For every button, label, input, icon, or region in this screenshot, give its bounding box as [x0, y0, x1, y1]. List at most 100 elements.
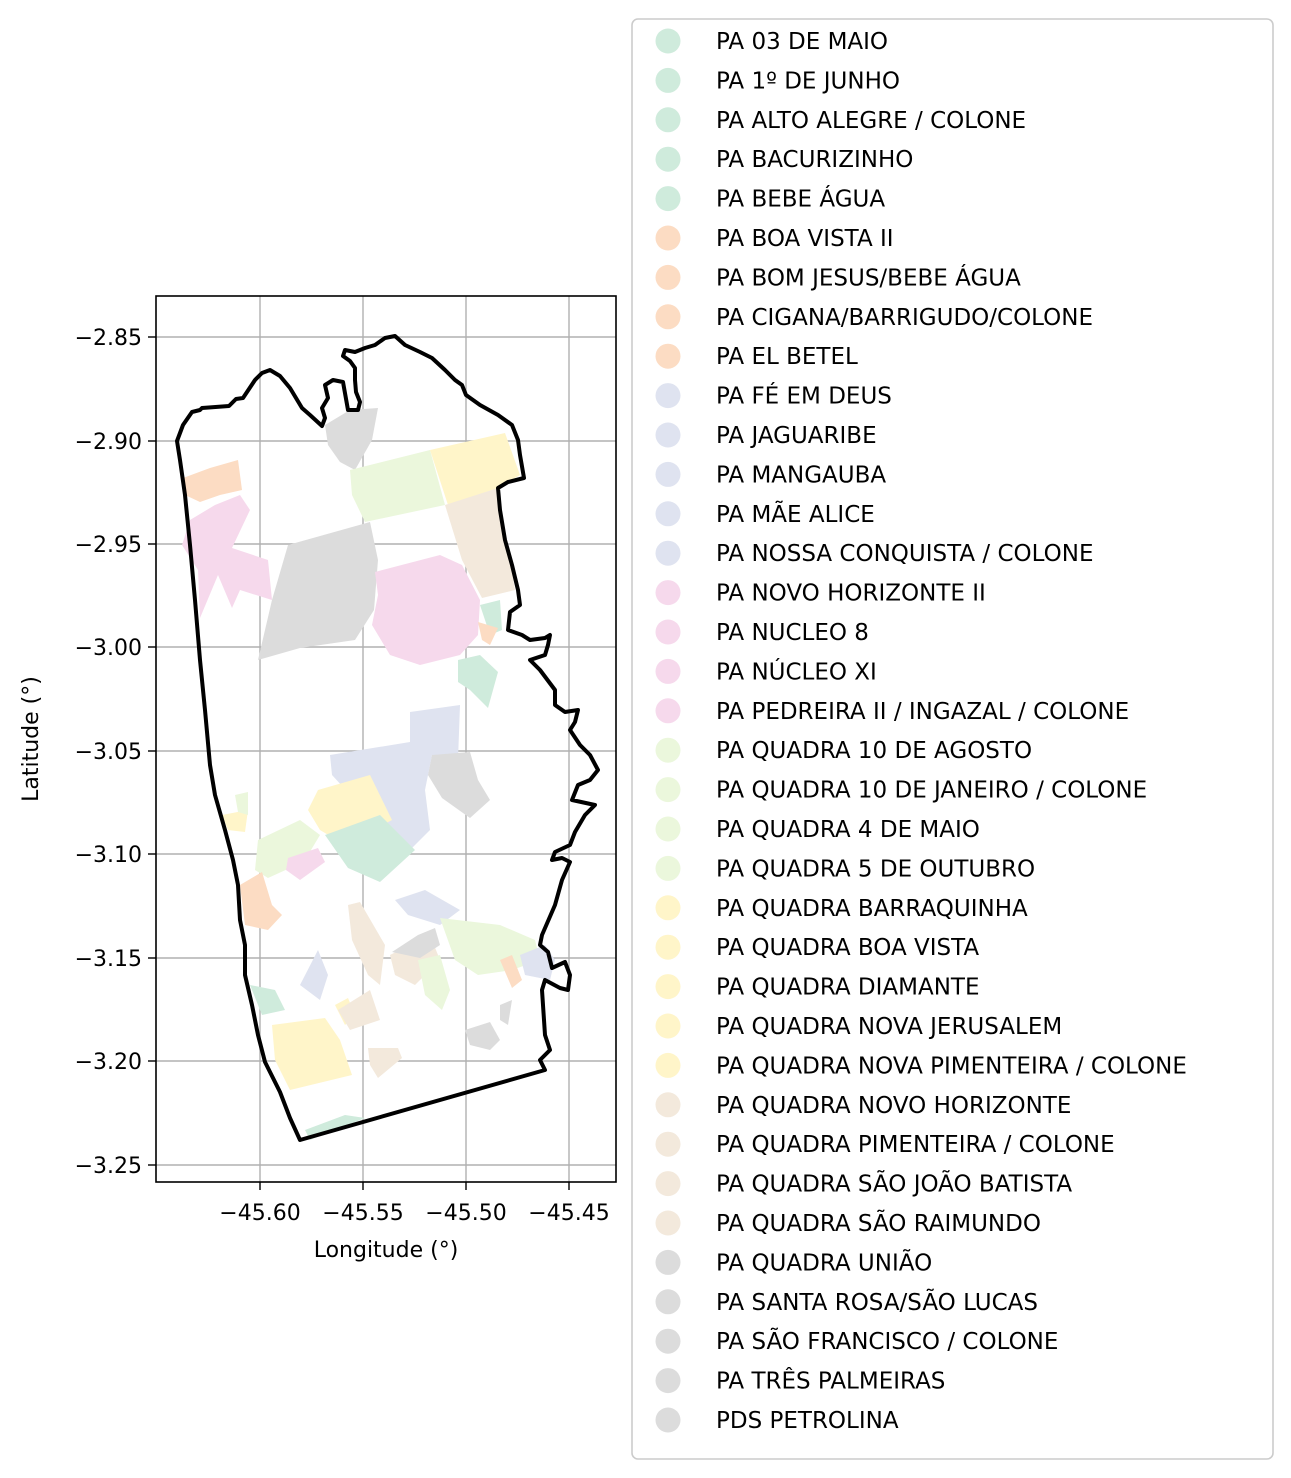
region-polygon	[428, 752, 490, 818]
y-tick-label: −3.10	[75, 843, 142, 868]
legend-marker	[655, 264, 681, 290]
x-tick-label: −45.45	[528, 1201, 609, 1226]
legend-label: PA NOSSA CONQUISTA / COLONE	[716, 541, 1093, 567]
region-polygon	[235, 792, 248, 815]
legend-marker	[655, 501, 681, 527]
legend-label: PDS PETROLINA	[716, 1408, 899, 1434]
region-polygon	[368, 1048, 402, 1078]
axes-frame	[155, 295, 617, 1183]
legend-marker	[655, 67, 681, 93]
legend-label: PA FÉ EM DEUS	[716, 382, 892, 410]
legend-marker	[655, 1092, 681, 1118]
region-polygon	[300, 950, 328, 1000]
region-polygon	[258, 522, 378, 660]
region-polygon	[182, 495, 272, 618]
region-polygon	[520, 945, 555, 980]
region-polygon	[418, 955, 450, 1010]
y-tick-label: −3.05	[75, 740, 142, 765]
x-axis-title: Longitude (°)	[314, 1238, 459, 1263]
region-polygon	[338, 990, 380, 1030]
legend-label: PA QUADRA NOVA PIMENTEIRA / COLONE	[716, 1053, 1187, 1079]
legend-label: PA QUADRA DIAMANTE	[716, 975, 980, 1001]
legend-label: PA QUADRA BARRAQUINHA	[716, 896, 1028, 922]
legend-label: PA NÚCLEO XI	[716, 657, 877, 685]
legend-marker	[655, 343, 681, 369]
legend-marker	[655, 1013, 681, 1039]
region-polygon	[395, 890, 460, 925]
region-polygon	[325, 815, 415, 882]
legend-label: PA SÃO FRANCISCO / COLONE	[716, 1327, 1058, 1355]
legend-marker	[655, 186, 681, 212]
y-tick-label: −3.00	[75, 636, 142, 661]
y-tick-label: −2.90	[75, 430, 142, 455]
legend-marker	[655, 461, 681, 487]
x-tick-label: −45.60	[219, 1201, 300, 1226]
legend-marker	[655, 619, 681, 645]
region-polygon	[465, 1022, 500, 1050]
legend-label: PA QUADRA 10 DE AGOSTO	[716, 738, 1032, 764]
region-polygon	[478, 622, 498, 645]
legend-label: PA 03 DE MAIO	[716, 29, 888, 55]
region-polygon	[286, 848, 325, 880]
region-polygon	[392, 928, 440, 958]
legend-label: PA JAGUARIBE	[716, 423, 877, 449]
legend-label: PA MÃE ALICE	[716, 500, 875, 528]
municipality-boundary	[175, 334, 600, 1142]
legend-marker	[655, 540, 681, 566]
region-polygon	[372, 555, 480, 665]
legend-label: PA ALTO ALEGRE / COLONE	[716, 108, 1026, 134]
legend-marker	[655, 422, 681, 448]
legend-label: PA EL BETEL	[716, 344, 858, 370]
legend-marker	[655, 1328, 681, 1354]
region-polygon	[240, 872, 282, 930]
legend-label: PA MANGAUBA	[716, 462, 886, 488]
y-tick-label: −3.25	[75, 1154, 142, 1179]
legend-marker	[655, 225, 681, 251]
legend-label: PA BOM JESUS/BEBE ÁGUA	[716, 263, 1021, 291]
legend-marker	[655, 658, 681, 684]
region-polygon	[255, 820, 320, 878]
legend-label: PA QUADRA 10 DE JANEIRO / COLONE	[716, 778, 1147, 804]
legend-marker	[655, 304, 681, 330]
region-polygon	[480, 600, 502, 635]
x-tick-label: −45.50	[425, 1201, 506, 1226]
legend-label: PA BEBE ÁGUA	[716, 185, 885, 213]
region-polygon	[500, 1000, 512, 1025]
legend-marker	[655, 698, 681, 724]
legend-label: PA BACURIZINHO	[716, 147, 913, 173]
region-polygon	[325, 408, 378, 470]
legend-label: PA QUADRA SÃO RAIMUNDO	[716, 1209, 1041, 1237]
legend-label: PA NOVO HORIZONTE II	[716, 581, 986, 607]
region-polygon	[222, 810, 248, 832]
x-tick-label: −45.55	[322, 1201, 403, 1226]
legend-label: PA 1º DE JUNHO	[716, 68, 900, 94]
legend-label: PA QUADRA UNIÃO	[716, 1248, 932, 1276]
legend-marker	[655, 1210, 681, 1236]
legend-label: PA PEDREIRA II / INGAZAL / COLONE	[716, 699, 1129, 725]
y-ticks	[148, 336, 156, 1166]
region-polygon	[458, 655, 498, 708]
legend-label: PA QUADRA 4 DE MAIO	[716, 817, 980, 843]
legend-marker	[655, 107, 681, 133]
legend-marker	[655, 28, 681, 54]
legend-label: PA BOA VISTA II	[716, 226, 894, 252]
legend-marker	[655, 855, 681, 881]
region-polygon	[500, 955, 522, 988]
legend-marker	[655, 1407, 681, 1433]
legend-marker	[655, 1171, 681, 1197]
legend-label: PA QUADRA NOVA JERUSALEM	[716, 1014, 1062, 1040]
legend-marker	[655, 895, 681, 921]
legend-marker	[655, 934, 681, 960]
legend: PA 03 DE MAIO PA 1º DE JUNHO PA ALTO ALEGR…	[655, 28, 1187, 1434]
legend-marker	[655, 974, 681, 1000]
y-tick-label: −3.15	[75, 947, 142, 972]
region-polygon	[183, 460, 242, 502]
legend-marker	[655, 1289, 681, 1315]
legend-label: PA CIGANA/BARRIGUDO/COLONE	[716, 305, 1093, 331]
legend-marker	[655, 383, 681, 409]
legend-marker	[655, 737, 681, 763]
settlement-regions	[182, 408, 555, 1140]
legend-label: PA SANTA ROSA/SÃO LUCAS	[716, 1288, 1038, 1316]
region-polygon	[350, 450, 445, 522]
